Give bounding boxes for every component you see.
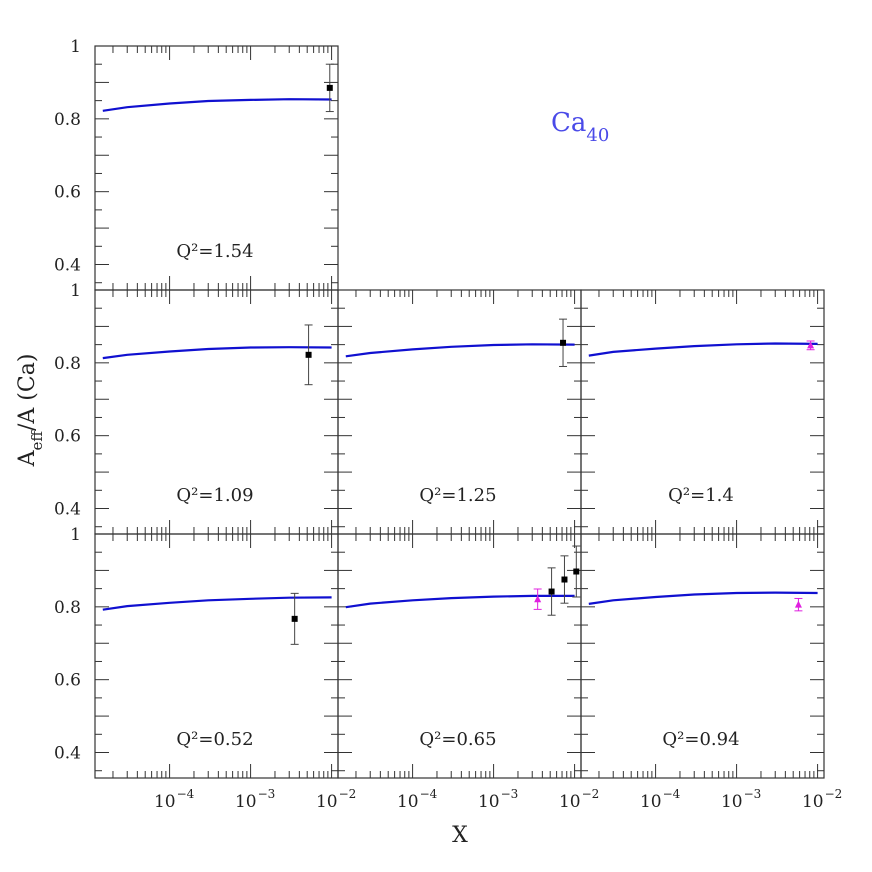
theory-curve	[345, 343, 575, 358]
panel-frame	[580, 533, 825, 779]
x-tick-label-exponent: −3	[744, 787, 762, 801]
x-tick-label-exponent: −3	[501, 787, 519, 801]
x-tick-label-exponent: −2	[825, 787, 843, 801]
y-tick-label: 1	[70, 37, 81, 57]
x-tick-label: 10	[478, 792, 500, 812]
theory-curve	[102, 596, 332, 611]
data-point-square	[326, 84, 333, 91]
q2-label: Q²=0.94	[662, 729, 739, 750]
y-tick-label: 0.6	[54, 427, 81, 447]
q2-label: Q²=0.65	[419, 729, 496, 750]
x-tick-label: 10	[235, 792, 257, 812]
q2-label: Q²=1.25	[419, 485, 496, 506]
y-tick-label: 0.6	[54, 671, 81, 691]
data-point-square	[305, 351, 312, 358]
x-tick-label-exponent: −4	[420, 787, 438, 801]
panel-middle-center: Q²=1.25	[337, 289, 582, 535]
x-tick-label: 10	[316, 792, 338, 812]
theory-curve	[102, 346, 332, 360]
data-point-square	[561, 576, 568, 583]
x-tick-label: 10	[721, 792, 743, 812]
x-tick-label: 10	[154, 792, 176, 812]
panels-group: Q²=1.54 0.4 0.6 0.8 1 Q²=1.09 0.4 0.6 0.8 1 Q²=1.2…	[54, 37, 842, 812]
y-tick-label: 1	[70, 281, 81, 301]
figure-title-subscript: 40	[586, 125, 609, 146]
theory-curve	[588, 591, 818, 605]
x-tick-label: 10	[559, 792, 581, 812]
data-point-square	[291, 615, 298, 622]
theory-curve	[588, 342, 818, 357]
theory-curve	[102, 98, 332, 112]
y-tick-label: 1	[70, 525, 81, 545]
y-axis-title-main: A	[15, 449, 40, 467]
y-tick-label: 0.8	[54, 354, 81, 374]
x-axis-title: X	[452, 823, 468, 848]
theory-curve	[345, 594, 575, 609]
figure-title-main: Ca	[551, 108, 586, 138]
y-axis-title-rest: /A (Ca)	[15, 354, 40, 431]
q2-label: Q²=1.09	[176, 485, 253, 506]
y-tick-label: 0.6	[54, 183, 81, 203]
panel-top-left: Q²=1.54 0.4 0.6 0.8 1	[54, 37, 339, 291]
y-axis-title-subscript: eff	[28, 430, 46, 451]
data-point-square	[560, 339, 567, 346]
figure-title: Ca40	[551, 108, 609, 146]
y-tick-label: 0.4	[54, 256, 81, 276]
data-point-triangle	[534, 595, 542, 603]
panel-middle-left: Q²=1.09 0.4 0.6 0.8 1	[54, 281, 339, 535]
panel-middle-right: Q²=1.4	[580, 289, 825, 535]
x-tick-label: 10	[397, 792, 419, 812]
data-point-triangle	[807, 341, 815, 349]
y-tick-label: 0.4	[54, 500, 81, 520]
y-axis-title: Aeff/A (Ca)	[15, 354, 46, 468]
x-tick-label-exponent: −2	[339, 787, 357, 801]
q2-label: Q²=1.54	[176, 241, 253, 262]
q2-label: Q²=0.52	[176, 729, 253, 750]
data-point-triangle	[794, 600, 802, 608]
q2-label: Q²=1.4	[668, 485, 734, 506]
x-tick-label-exponent: −4	[177, 787, 195, 801]
x-tick-label: 10	[640, 792, 662, 812]
x-tick-label-exponent: −2	[582, 787, 600, 801]
y-tick-label: 0.4	[54, 744, 81, 764]
data-point-square	[548, 588, 555, 595]
data-point-square	[573, 568, 580, 575]
y-tick-label: 0.8	[54, 598, 81, 618]
x-tick-label-exponent: −4	[663, 787, 681, 801]
y-tick-label: 0.8	[54, 110, 81, 130]
x-tick-label: 10	[802, 792, 824, 812]
x-tick-label-exponent: −3	[258, 787, 276, 801]
